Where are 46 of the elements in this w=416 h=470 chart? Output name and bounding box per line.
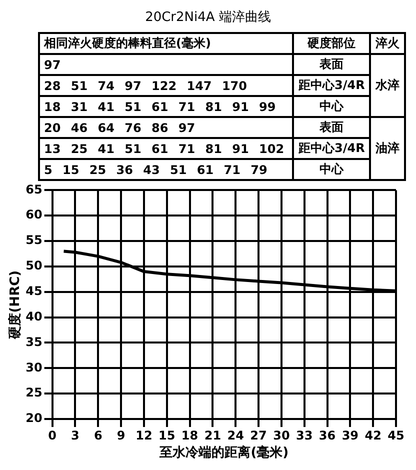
y-tick-label: 40 xyxy=(26,309,42,324)
chart-title: 20Cr2Ni4A 端淬曲线 xyxy=(144,9,272,26)
x-tick-label: 0 xyxy=(48,428,56,442)
text: 水淬 xyxy=(370,54,405,117)
text: 距中心3/4R xyxy=(292,138,370,159)
x-tick-label: 30 xyxy=(273,428,290,442)
text: 淬火 xyxy=(370,33,405,54)
x-tick-label: 6 xyxy=(94,428,102,442)
x-tick-label: 21 xyxy=(204,428,222,442)
x-tick-label: 42 xyxy=(364,428,382,442)
x-tick-label: 9 xyxy=(116,428,126,442)
x-tick-label: 39 xyxy=(342,428,359,442)
y-tick-label: 35 xyxy=(26,334,42,349)
x-tick-label: 24 xyxy=(227,428,244,442)
text: 硬度部位 xyxy=(292,33,370,54)
text: 28 51 74 97 122 147 170 xyxy=(39,75,293,96)
text: 表面 xyxy=(292,54,370,75)
x-tick-label: 15 xyxy=(158,428,176,442)
text: 97 xyxy=(39,54,293,75)
y-tick-label: 25 xyxy=(26,386,42,400)
y-tick-label: 65 xyxy=(26,182,42,196)
text: 距中心3/4R xyxy=(292,75,370,96)
text: 中心 xyxy=(292,159,370,180)
text: 5 15 25 36 43 51 61 71 79 xyxy=(39,159,293,180)
y-axis-title: 硬度(HRC) xyxy=(7,270,24,340)
y-tick-label: 20 xyxy=(26,411,42,426)
text: 18 31 41 51 61 71 81 91 99 xyxy=(39,96,293,117)
x-tick-label: 27 xyxy=(250,428,267,442)
x-tick-label: 18 xyxy=(181,428,198,442)
text: 表面 xyxy=(292,117,370,138)
x-axis-title: 至水冷端的距离(毫米) xyxy=(158,444,289,461)
y-tick-label: 50 xyxy=(26,258,42,273)
y-tick-label: 45 xyxy=(26,284,42,298)
x-tick-label: 45 xyxy=(388,428,404,442)
text: 中心 xyxy=(292,96,370,117)
text: 油淬 xyxy=(370,117,405,180)
x-tick-label: 12 xyxy=(136,428,152,442)
y-tick-label: 60 xyxy=(26,208,42,222)
y-tick-label: 55 xyxy=(26,233,42,248)
y-tick-label: 30 xyxy=(26,360,42,374)
text: 20 46 64 76 86 97 xyxy=(39,117,293,138)
text: 13 25 41 51 61 71 81 91 102 xyxy=(39,138,293,159)
x-tick-label: 36 xyxy=(318,428,336,442)
x-tick-label: 3 xyxy=(71,428,80,442)
text: 相同淬火硬度的棒料直径(毫米) xyxy=(39,33,293,54)
x-tick-label: 33 xyxy=(296,428,313,442)
